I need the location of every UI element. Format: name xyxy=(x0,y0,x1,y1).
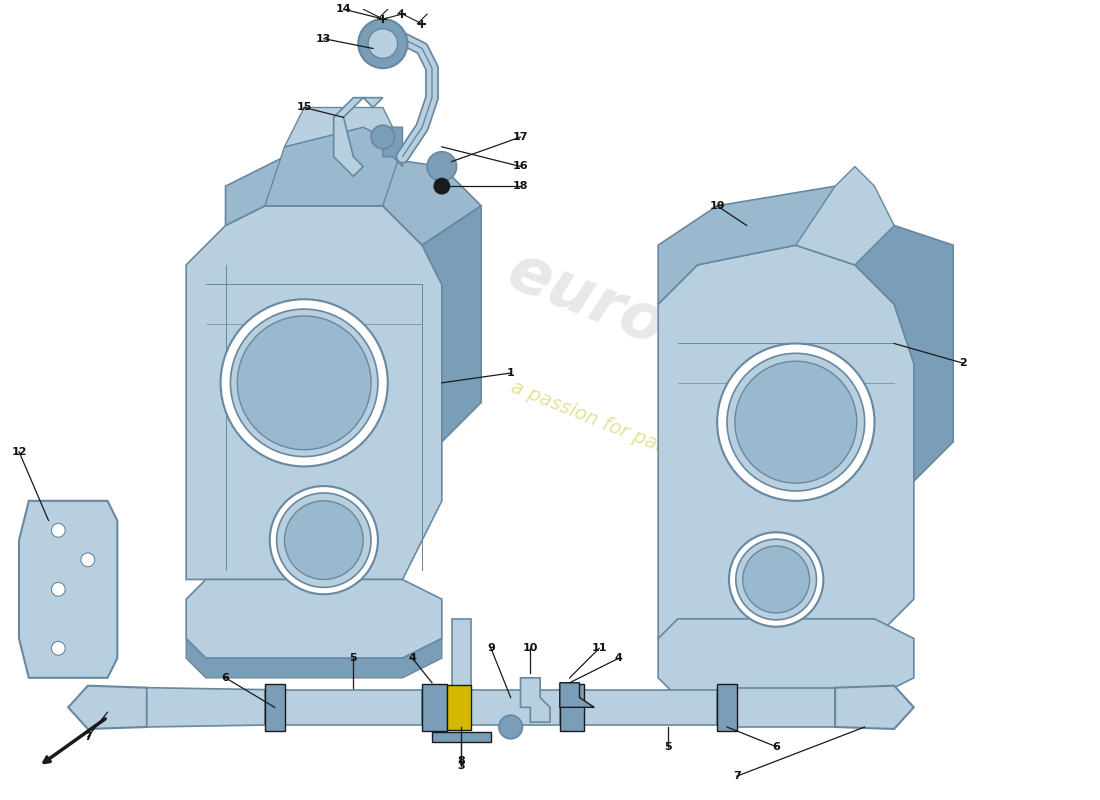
Circle shape xyxy=(427,152,456,182)
Polygon shape xyxy=(835,686,914,729)
Polygon shape xyxy=(560,684,584,731)
Circle shape xyxy=(52,582,65,596)
Polygon shape xyxy=(422,206,481,442)
Text: 4: 4 xyxy=(408,653,416,663)
Polygon shape xyxy=(226,147,481,245)
Text: 13: 13 xyxy=(316,34,331,44)
Polygon shape xyxy=(795,166,894,265)
Text: a passion for parts since 1985: a passion for parts since 1985 xyxy=(508,378,789,506)
Circle shape xyxy=(276,493,371,587)
Text: 17: 17 xyxy=(513,132,528,142)
Circle shape xyxy=(230,309,378,457)
Text: 4: 4 xyxy=(615,653,623,663)
Polygon shape xyxy=(447,685,471,730)
Polygon shape xyxy=(422,684,447,731)
Circle shape xyxy=(729,532,824,626)
Circle shape xyxy=(52,642,65,655)
Text: 9: 9 xyxy=(487,643,495,654)
Polygon shape xyxy=(658,186,894,304)
Polygon shape xyxy=(658,619,914,698)
Circle shape xyxy=(368,29,397,58)
Text: 8: 8 xyxy=(458,757,465,766)
Circle shape xyxy=(499,715,522,739)
Text: 3: 3 xyxy=(458,762,465,771)
Polygon shape xyxy=(584,690,717,725)
Polygon shape xyxy=(383,127,403,166)
Polygon shape xyxy=(520,678,550,722)
Circle shape xyxy=(717,343,874,501)
Polygon shape xyxy=(560,682,594,707)
Circle shape xyxy=(270,486,378,594)
Text: 10: 10 xyxy=(522,643,538,654)
Text: 12: 12 xyxy=(11,446,26,457)
Text: 6: 6 xyxy=(221,673,230,683)
Circle shape xyxy=(221,299,387,466)
Text: 18: 18 xyxy=(513,181,528,191)
Polygon shape xyxy=(186,206,442,579)
Text: 14: 14 xyxy=(336,4,351,14)
Text: 2: 2 xyxy=(959,358,967,368)
Circle shape xyxy=(371,125,395,149)
Polygon shape xyxy=(19,501,118,678)
Text: 15: 15 xyxy=(297,102,312,113)
Circle shape xyxy=(285,501,363,579)
Polygon shape xyxy=(658,245,914,638)
Circle shape xyxy=(727,354,865,491)
Text: 5: 5 xyxy=(664,742,672,752)
Polygon shape xyxy=(146,688,265,727)
Circle shape xyxy=(359,19,407,68)
Polygon shape xyxy=(68,686,146,729)
Polygon shape xyxy=(285,690,422,725)
Text: 6: 6 xyxy=(772,742,780,752)
Circle shape xyxy=(81,553,95,566)
Circle shape xyxy=(238,316,371,450)
Circle shape xyxy=(52,523,65,538)
Polygon shape xyxy=(186,638,442,678)
Polygon shape xyxy=(471,690,560,725)
Polygon shape xyxy=(432,732,491,742)
Polygon shape xyxy=(265,127,403,206)
Polygon shape xyxy=(186,579,442,658)
Text: 19: 19 xyxy=(710,201,725,211)
Circle shape xyxy=(736,539,816,620)
Polygon shape xyxy=(285,107,403,147)
Circle shape xyxy=(434,178,450,194)
Text: 7: 7 xyxy=(733,771,740,781)
Polygon shape xyxy=(333,98,383,176)
Text: 1: 1 xyxy=(507,368,515,378)
Polygon shape xyxy=(737,688,835,727)
Circle shape xyxy=(735,361,857,483)
Polygon shape xyxy=(452,619,471,688)
Text: 5: 5 xyxy=(350,653,358,663)
Text: 16: 16 xyxy=(513,162,528,171)
Polygon shape xyxy=(855,226,954,481)
Polygon shape xyxy=(717,684,737,731)
Text: eurospares: eurospares xyxy=(498,239,896,448)
Text: 11: 11 xyxy=(592,643,607,654)
Circle shape xyxy=(742,546,810,613)
Text: 7: 7 xyxy=(84,732,91,742)
Polygon shape xyxy=(265,684,285,731)
